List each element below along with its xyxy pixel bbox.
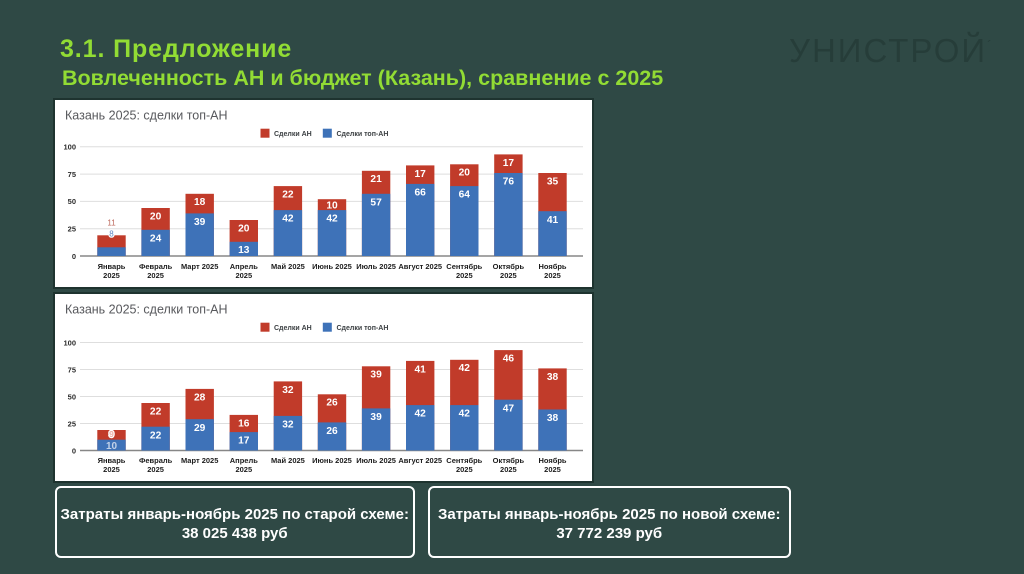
svg-text:25: 25 bbox=[67, 225, 75, 234]
svg-text:2025: 2025 bbox=[544, 271, 561, 280]
svg-text:Март 2025: Март 2025 bbox=[180, 456, 217, 465]
svg-text:17: 17 bbox=[502, 158, 514, 169]
svg-text:Август 2025: Август 2025 bbox=[398, 262, 442, 271]
svg-text:9: 9 bbox=[109, 429, 114, 439]
svg-text:Ноябрь: Ноябрь bbox=[538, 456, 566, 465]
svg-text:10: 10 bbox=[105, 441, 117, 452]
svg-text:100: 100 bbox=[63, 143, 76, 152]
svg-text:46: 46 bbox=[502, 353, 514, 364]
svg-text:42: 42 bbox=[282, 214, 294, 225]
svg-text:2025: 2025 bbox=[500, 271, 517, 280]
svg-text:50: 50 bbox=[67, 197, 75, 206]
svg-text:Май 2025: Май 2025 bbox=[270, 262, 304, 271]
svg-text:Сделки АН: Сделки АН bbox=[274, 325, 312, 332]
svg-text:Апрель: Апрель bbox=[229, 262, 257, 271]
svg-text:10: 10 bbox=[326, 200, 338, 211]
svg-text:35: 35 bbox=[546, 176, 558, 187]
svg-text:Казань 2025: сделки топ-АН: Казань 2025: сделки топ-АН bbox=[65, 302, 228, 316]
svg-text:75: 75 bbox=[67, 170, 75, 179]
svg-text:2025: 2025 bbox=[235, 271, 252, 280]
svg-text:2025: 2025 bbox=[455, 465, 472, 474]
svg-text:13: 13 bbox=[238, 245, 250, 256]
svg-text:18: 18 bbox=[194, 197, 206, 208]
svg-text:22: 22 bbox=[282, 190, 294, 201]
svg-text:66: 66 bbox=[414, 188, 426, 199]
svg-text:25: 25 bbox=[67, 419, 75, 428]
svg-text:Сентябрь: Сентябрь bbox=[446, 456, 482, 465]
svg-text:16: 16 bbox=[238, 418, 250, 429]
svg-text:21: 21 bbox=[370, 174, 382, 185]
svg-text:2025: 2025 bbox=[147, 465, 164, 474]
svg-text:Октябрь: Октябрь bbox=[492, 262, 524, 271]
svg-text:20: 20 bbox=[458, 168, 470, 179]
svg-text:11: 11 bbox=[107, 219, 116, 228]
svg-text:28: 28 bbox=[194, 392, 206, 403]
svg-text:Июнь 2025: Июнь 2025 bbox=[312, 262, 352, 271]
svg-text:Январь: Январь bbox=[97, 456, 125, 465]
svg-text:Февраль: Февраль bbox=[138, 456, 172, 465]
svg-text:Ноябрь: Ноябрь bbox=[538, 262, 566, 271]
svg-text:20: 20 bbox=[149, 211, 161, 222]
svg-text:17: 17 bbox=[414, 169, 426, 180]
svg-text:Июль 2025: Июль 2025 bbox=[356, 262, 396, 271]
svg-text:64: 64 bbox=[458, 190, 470, 201]
svg-text:2025: 2025 bbox=[103, 465, 120, 474]
svg-text:Апрель: Апрель bbox=[229, 456, 257, 465]
svg-text:0: 0 bbox=[71, 446, 75, 455]
svg-text:Март 2025: Март 2025 bbox=[180, 262, 217, 271]
svg-text:2025: 2025 bbox=[455, 271, 472, 280]
svg-text:42: 42 bbox=[326, 214, 338, 225]
svg-text:Казань 2025: сделки топ-АН: Казань 2025: сделки топ-АН bbox=[65, 109, 228, 123]
svg-text:38: 38 bbox=[546, 371, 558, 382]
svg-text:50: 50 bbox=[67, 392, 75, 401]
svg-text:20: 20 bbox=[238, 223, 250, 234]
svg-text:42: 42 bbox=[414, 408, 426, 419]
svg-text:57: 57 bbox=[370, 197, 382, 208]
svg-text:39: 39 bbox=[370, 369, 382, 380]
svg-text:Сделки АН: Сделки АН bbox=[274, 131, 312, 138]
svg-text:Февраль: Февраль bbox=[138, 262, 172, 271]
svg-text:22: 22 bbox=[149, 406, 161, 417]
svg-text:38: 38 bbox=[546, 413, 558, 424]
svg-text:2025: 2025 bbox=[235, 465, 252, 474]
svg-text:75: 75 bbox=[67, 365, 75, 374]
svg-text:Октябрь: Октябрь bbox=[492, 456, 524, 465]
svg-text:26: 26 bbox=[326, 426, 338, 437]
svg-text:Сделки топ-АН: Сделки топ-АН bbox=[336, 325, 388, 332]
svg-text:42: 42 bbox=[458, 363, 470, 374]
svg-text:29: 29 bbox=[194, 422, 206, 433]
svg-text:32: 32 bbox=[282, 384, 294, 395]
svg-text:39: 39 bbox=[194, 217, 206, 228]
svg-text:Август 2025: Август 2025 bbox=[398, 456, 442, 465]
svg-text:32: 32 bbox=[282, 419, 294, 430]
svg-text:42: 42 bbox=[458, 408, 470, 419]
svg-text:Июнь 2025: Июнь 2025 bbox=[312, 456, 352, 465]
svg-text:41: 41 bbox=[546, 215, 558, 226]
svg-text:Сделки топ-АН: Сделки топ-АН bbox=[336, 131, 388, 138]
svg-text:8: 8 bbox=[109, 230, 114, 239]
svg-text:39: 39 bbox=[370, 412, 382, 423]
svg-text:47: 47 bbox=[502, 403, 514, 414]
svg-text:0: 0 bbox=[71, 252, 75, 261]
svg-text:26: 26 bbox=[326, 397, 338, 408]
svg-text:Сентябрь: Сентябрь bbox=[446, 262, 482, 271]
svg-text:Май 2025: Май 2025 bbox=[270, 456, 304, 465]
svg-text:24: 24 bbox=[149, 233, 161, 244]
svg-text:2025: 2025 bbox=[544, 465, 561, 474]
svg-text:2025: 2025 bbox=[500, 465, 517, 474]
svg-text:Январь: Январь bbox=[97, 262, 125, 271]
svg-text:17: 17 bbox=[238, 435, 250, 446]
svg-text:76: 76 bbox=[502, 177, 514, 188]
svg-text:Июль 2025: Июль 2025 bbox=[356, 456, 396, 465]
svg-text:41: 41 bbox=[414, 364, 426, 375]
svg-text:2025: 2025 bbox=[147, 271, 164, 280]
svg-text:2025: 2025 bbox=[103, 271, 120, 280]
svg-text:100: 100 bbox=[63, 338, 76, 347]
svg-text:22: 22 bbox=[149, 430, 161, 441]
